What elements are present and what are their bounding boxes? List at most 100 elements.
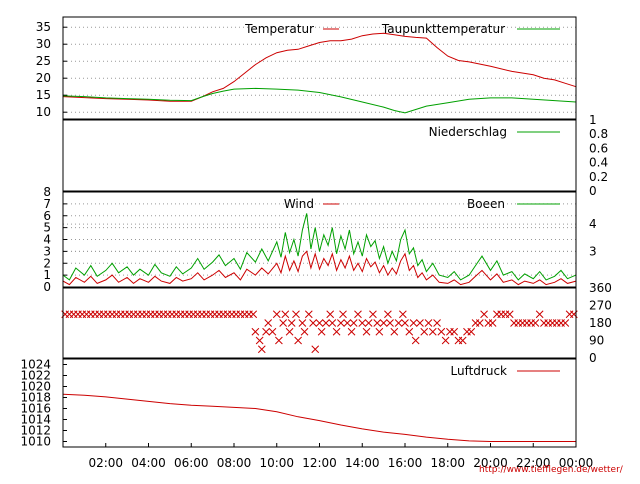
wind-direction-point (317, 327, 326, 336)
y-tick-label: 15 (36, 88, 51, 102)
y2-tick-label: 0 (589, 351, 597, 365)
y-tick-label: 0 (43, 280, 51, 294)
wind-direction-point (433, 319, 441, 327)
legend-label: Wind (284, 197, 314, 211)
wind-direction-point (257, 345, 266, 354)
x-tick-label: 02:00 (88, 456, 123, 470)
wind-direction-point (369, 310, 377, 319)
series-line-wind-0 (62, 250, 577, 286)
y2-tick-label: 4 (589, 217, 597, 231)
y-tick-label: 6 (43, 209, 51, 223)
wind-direction-point (488, 319, 497, 327)
wind-direction-point (441, 336, 450, 345)
y-tick-label: 1024 (20, 358, 51, 372)
x-tick-label: 20:00 (473, 456, 508, 470)
x-tick-label: 00:00 (559, 456, 594, 470)
y-tick-label: 8 (43, 185, 51, 199)
y-tick-label: 1022 (20, 369, 51, 383)
wind-direction-point (364, 319, 373, 327)
wind-direction-point (424, 319, 433, 327)
wind-direction-point (375, 327, 384, 336)
y-tick-label: 5 (43, 221, 51, 235)
wind-direction-point (379, 319, 388, 327)
y-tick-label: 10 (36, 105, 51, 119)
wind-direction-point (281, 310, 290, 319)
wind-direction-point (294, 336, 302, 345)
wind-direction-point (394, 319, 403, 327)
wind-direction-point (328, 319, 337, 327)
y-tick-label: 1012 (20, 424, 51, 438)
y-tick-label: 4 (43, 233, 51, 247)
y2-tick-label: 0 (589, 184, 597, 198)
y-tick-label: 1020 (20, 380, 51, 394)
legend-label: Taupunkttemperatur (381, 22, 505, 36)
x-tick-label: 14:00 (345, 456, 380, 470)
wind-direction-point (416, 319, 424, 327)
footer-url-text[interactable]: http://www.tiefflegen.de/wetter/ (479, 465, 623, 475)
wind-direction-point (300, 327, 309, 336)
x-tick-label: 10:00 (259, 456, 294, 470)
wind-direction-point (467, 327, 476, 336)
wind-direction-point (349, 319, 358, 327)
wind-direction-point (285, 327, 294, 336)
y2-tick-label: 90 (589, 334, 604, 348)
wind-direction-point (405, 327, 414, 336)
legend-label: Luftdruck (450, 364, 507, 378)
wind-direction-point (437, 327, 446, 336)
wind-direction-point (354, 310, 362, 319)
wind-direction-point (505, 310, 514, 319)
wind-direction-point (384, 310, 392, 319)
series-line-temperature-0 (62, 32, 577, 102)
series-line-temperature-1 (62, 87, 577, 114)
x-tick-label: 04:00 (131, 456, 166, 470)
wind-direction-point (373, 319, 382, 327)
y2-tick-label: 0.4 (589, 156, 608, 170)
x-tick-label: 18:00 (430, 456, 465, 470)
y-tick-label: 20 (36, 71, 51, 85)
y-tick-label: 1018 (20, 391, 51, 405)
y-tick-label: 1 (43, 268, 51, 282)
wind-direction-point (347, 327, 356, 336)
wind-direction-point (272, 310, 281, 319)
wind-direction-point (298, 319, 307, 327)
wind-direction-point (343, 319, 352, 327)
wind-direction-point (279, 319, 288, 327)
wind-direction-point (275, 336, 283, 345)
wind-direction-point (326, 310, 335, 319)
wind-direction-point (337, 319, 345, 327)
wind-direction-point (409, 319, 418, 327)
wind-direction-point (399, 310, 407, 319)
wind-direction-point (420, 327, 429, 336)
wind-direction-point (255, 336, 264, 345)
y2-tick-label: 0.8 (589, 127, 608, 141)
wind-direction-point (339, 310, 347, 319)
legend-label: Temperatur (244, 22, 314, 36)
wind-direction-point (309, 319, 317, 327)
wind-direction-point (332, 327, 341, 336)
wind-direction-point (386, 319, 394, 327)
wind-direction-point (535, 310, 544, 319)
wind-direction-point (428, 327, 437, 336)
wind-direction-point (304, 310, 313, 319)
y2-tick-label: 3 (589, 244, 597, 258)
wind-direction-point (249, 310, 258, 319)
series-line-wind-1 (62, 213, 577, 281)
y-tick-label: 2 (43, 256, 51, 270)
wind-direction-point (362, 327, 371, 336)
x-tick-label: 08:00 (217, 456, 252, 470)
y-tick-label: 25 (36, 54, 51, 68)
y-tick-label: 3 (43, 244, 51, 258)
y2-tick-label: 0.2 (589, 170, 608, 184)
x-tick-label: 16:00 (388, 456, 423, 470)
series-line-pressure-0 (62, 393, 576, 442)
wind-direction-point (458, 336, 467, 345)
wind-direction-point (475, 319, 484, 327)
wind-direction-point (268, 327, 277, 336)
wind-direction-point (251, 327, 260, 336)
wind-direction-point (262, 327, 270, 336)
wind-direction-point (292, 310, 300, 319)
y-tick-label: 1014 (20, 413, 51, 427)
wind-direction-point (401, 319, 409, 327)
y2-tick-label: 1 (589, 113, 597, 127)
